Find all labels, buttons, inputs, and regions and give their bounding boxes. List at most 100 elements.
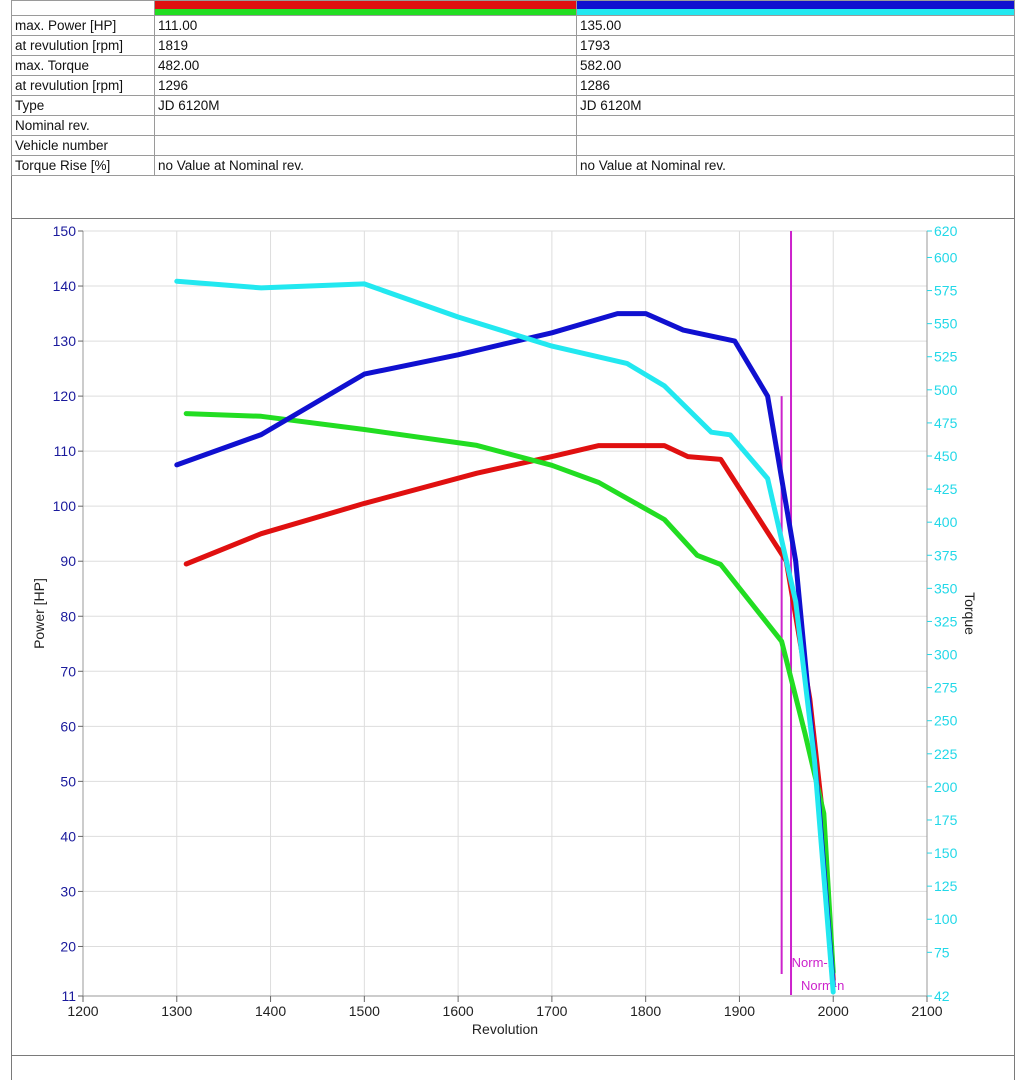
cell-b: 1286 xyxy=(576,75,1015,96)
y2-tick-label: 400 xyxy=(934,514,958,530)
y2-tick-label: 42 xyxy=(934,988,950,1004)
series-line-torque-b xyxy=(174,278,836,995)
cell-a: 111.00 xyxy=(154,15,577,36)
legend-color-b xyxy=(576,0,1015,16)
y2-tick-label: 600 xyxy=(934,249,958,265)
y2-tick-label: 350 xyxy=(934,580,958,596)
series-line-torque-a xyxy=(183,411,836,975)
frame-left xyxy=(11,176,12,1080)
x-tick-label: 1500 xyxy=(349,1003,380,1019)
y-tick-label: 110 xyxy=(54,443,77,459)
cell-b: 582.00 xyxy=(576,55,1015,76)
y-tick-label: 120 xyxy=(53,388,77,404)
legend-color-a xyxy=(154,0,577,16)
series-line-power-a xyxy=(183,443,836,982)
y2-tick-label: 325 xyxy=(934,613,958,629)
y2-tick-label: 275 xyxy=(934,680,958,696)
table-row: Nominal rev. xyxy=(11,115,1015,136)
x-tick-label: 2000 xyxy=(818,1003,849,1019)
nominal-rev-label: Norm-n xyxy=(792,955,835,970)
cell-a: 1296 xyxy=(154,75,577,96)
y-tick-label: 60 xyxy=(60,718,76,734)
table-row: Torque Rise [%] no Value at Nominal rev.… xyxy=(11,155,1015,176)
legend-b-torque-swatch xyxy=(577,9,1014,15)
row-label: at revulution [rpm] xyxy=(11,35,155,56)
chart-frame-top xyxy=(11,218,1015,219)
y-tick-label: 130 xyxy=(53,333,77,349)
x-tick-label: 1900 xyxy=(724,1003,755,1019)
row-label: Torque Rise [%] xyxy=(11,155,155,176)
table-row: at revulution [rpm] 1819 1793 xyxy=(11,35,1015,56)
y-tick-label: 150 xyxy=(53,223,77,239)
x-tick-label: 1400 xyxy=(255,1003,286,1019)
legend-corner-cell xyxy=(11,0,155,16)
y2-tick-label: 620 xyxy=(934,223,958,239)
y2-tick-label: 200 xyxy=(934,779,958,795)
y-tick-label: 50 xyxy=(60,773,76,789)
frame-right xyxy=(1014,176,1015,1080)
y2-axis-label: Torque xyxy=(962,592,978,635)
cell-a: JD 6120M xyxy=(154,95,577,116)
x-tick-label: 2100 xyxy=(911,1003,942,1019)
y-tick-label: 70 xyxy=(60,663,76,679)
x-tick-label: 1600 xyxy=(443,1003,474,1019)
cell-a: no Value at Nominal rev. xyxy=(154,155,577,176)
power-torque-chart: 1200 1300 1400 1500 1600 1700 1800 1900 2000 2100… xyxy=(31,223,978,1037)
cell-b xyxy=(576,135,1015,156)
y2-tick-label: 250 xyxy=(934,713,958,729)
table-row: max. Torque 482.00 582.00 xyxy=(11,55,1015,76)
row-label: max. Power [HP] xyxy=(11,15,155,36)
y2-tick-label: 125 xyxy=(934,878,958,894)
y2-tick-label: 550 xyxy=(934,316,958,332)
legend-b-power-swatch xyxy=(577,1,1014,9)
x-tick-label: 1800 xyxy=(630,1003,661,1019)
x-tick-label: 1700 xyxy=(536,1003,567,1019)
y2-tick-label: 175 xyxy=(934,812,958,828)
row-label: Vehicle number xyxy=(11,135,155,156)
series-line-power-b xyxy=(174,311,836,988)
legend-a-power-swatch xyxy=(155,1,576,9)
row-label: Nominal rev. xyxy=(11,115,155,136)
y2-tick-label: 150 xyxy=(934,845,958,861)
table-row: at revulution [rpm] 1296 1286 xyxy=(11,75,1015,96)
y-tick-label: 80 xyxy=(60,608,76,624)
y-tick-label: 90 xyxy=(60,553,76,569)
y-tick-label: 30 xyxy=(60,883,76,899)
y2-tick-label: 475 xyxy=(934,415,958,431)
y-tick-label: 40 xyxy=(60,828,76,844)
cell-b: no Value at Nominal rev. xyxy=(576,155,1015,176)
y2-tick-label: 375 xyxy=(934,547,958,563)
table-row: Type JD 6120M JD 6120M xyxy=(11,95,1015,116)
cell-b: 135.00 xyxy=(576,15,1015,36)
cell-b: JD 6120M xyxy=(576,95,1015,116)
y2-tick-label: 100 xyxy=(934,911,958,927)
row-label: max. Torque xyxy=(11,55,155,76)
cell-a xyxy=(154,135,577,156)
x-tick-label: 1200 xyxy=(67,1003,98,1019)
row-label: at revulution [rpm] xyxy=(11,75,155,96)
y-tick-label: 20 xyxy=(60,938,76,954)
cell-a: 1819 xyxy=(154,35,577,56)
table-row: Vehicle number xyxy=(11,135,1015,156)
y2-tick-label: 225 xyxy=(934,746,958,762)
x-tick-label: 1300 xyxy=(161,1003,192,1019)
y2-tick-label: 525 xyxy=(934,349,958,365)
nominal-rev-label: Norm-n xyxy=(801,978,844,993)
spec-table: max. Power [HP] 111.00 135.00 at revulut… xyxy=(11,0,1015,176)
y2-tick-label: 500 xyxy=(934,382,958,398)
x-axis-label: Revolution xyxy=(472,1021,538,1037)
table-row: max. Power [HP] 111.00 135.00 xyxy=(11,15,1015,36)
cell-b xyxy=(576,115,1015,136)
y2-tick-label: 75 xyxy=(934,944,950,960)
cell-a xyxy=(154,115,577,136)
cell-b: 1793 xyxy=(576,35,1015,56)
row-label: Type xyxy=(11,95,155,116)
y-tick-label: 11 xyxy=(61,988,76,1004)
y-axis-label: Power [HP] xyxy=(31,578,47,649)
y-tick-label: 100 xyxy=(53,498,77,514)
legend-row xyxy=(11,0,1015,16)
y2-tick-label: 450 xyxy=(934,448,958,464)
chart-frame-bottom xyxy=(11,1055,1015,1056)
y2-tick-label: 575 xyxy=(934,283,958,299)
y-tick-label: 140 xyxy=(53,278,77,294)
